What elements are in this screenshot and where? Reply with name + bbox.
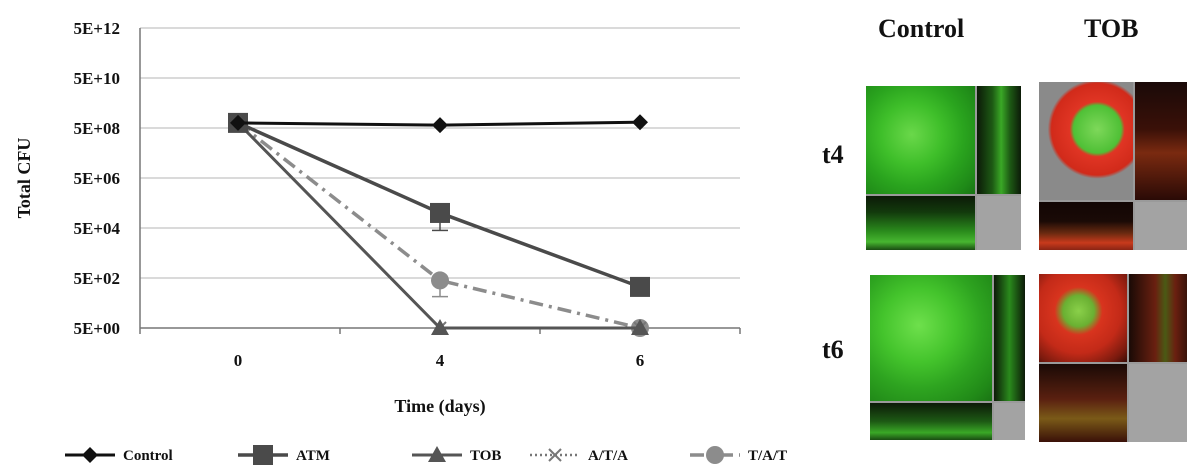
column-header-tob: TOB [1084,14,1139,43]
column-header-control: Control [878,14,965,43]
legend-item-a-t-a: A/T/A [530,448,628,464]
series-layer [228,112,650,337]
legend-marker [82,447,98,463]
legend-label: ATM [296,448,330,464]
line-chart: 5E+00 5E+02 5E+04 5E+06 5E+08 5E+10 5E+12 0 4 6 T… [14,19,787,465]
y-tick-label: 5E+08 [73,119,120,138]
y-axis-title: Total CFU [14,138,34,219]
legend-marker [548,448,562,462]
legend-marker [706,446,724,464]
y-tick-label: 5E+00 [73,319,120,338]
legend-marker [253,445,273,465]
row-label-t4: t4 [822,140,844,169]
data-point [230,114,246,131]
legend-item-atm: ATM [238,445,330,465]
data-point [630,276,650,297]
legend-item-tob: TOB [412,446,501,464]
legend-item-t-a-t: T/A/T [690,446,787,464]
x-axis-title: Time (days) [394,396,485,417]
y-tick-label: 5E+12 [73,19,120,38]
y-tick-label: 5E+04 [73,219,120,238]
x-tick-label: 4 [436,351,445,370]
microscopy-panel: Control TOB t4 t6 [808,0,1187,467]
y-tick-label: 5E+02 [73,269,120,288]
data-point [430,202,450,223]
data-point [431,319,449,335]
legend-label: Control [123,448,173,464]
tob-t4-image [1039,82,1187,250]
legend-label: T/A/T [748,448,787,464]
data-point [632,114,648,131]
data-point [432,117,448,134]
x-tick-label: 0 [234,351,243,370]
tob-t6-image [1039,274,1187,442]
control-t6-image [870,275,1025,440]
legend-label: TOB [470,448,501,464]
y-tick-label: 5E+06 [73,169,120,188]
series-atm [228,112,650,297]
x-tick-label: 6 [636,351,645,370]
legend-marker [428,446,446,462]
tick-labels: 5E+00 5E+02 5E+04 5E+06 5E+08 5E+10 5E+12 0 4 6 [73,19,644,370]
grid-lines [140,27,740,279]
control-t4-image [866,86,1021,250]
legend-label: A/T/A [588,448,628,464]
row-label-t6: t6 [822,335,844,364]
legend-item-control: Control [65,447,173,464]
legend: Control ATM TOB A/T/A T/A/T [65,445,787,465]
data-point [631,319,649,335]
data-point [431,271,449,290]
series-control [230,114,648,134]
y-tick-label: 5E+10 [73,69,120,88]
